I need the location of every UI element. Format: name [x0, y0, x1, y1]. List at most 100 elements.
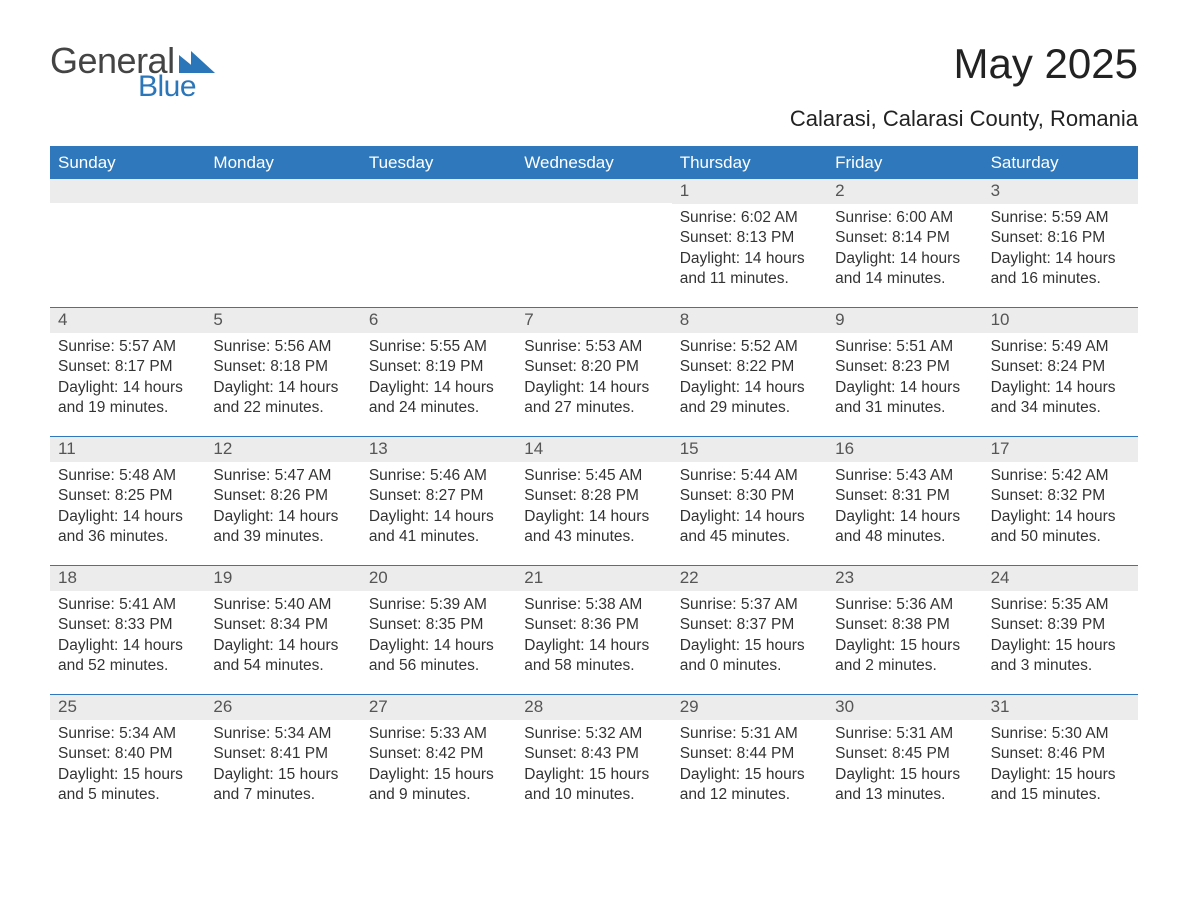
brand-word-blue: Blue	[138, 70, 196, 104]
sunset-line: Sunset: 8:18 PM	[213, 357, 352, 377]
week-row: 11Sunrise: 5:48 AMSunset: 8:25 PMDayligh…	[50, 436, 1138, 565]
sunrise-line: Sunrise: 5:35 AM	[991, 595, 1130, 615]
sunrise-line: Sunrise: 5:44 AM	[680, 466, 819, 486]
daylight-line: Daylight: 14 hours and 52 minutes.	[58, 636, 197, 677]
calendar: SundayMondayTuesdayWednesdayThursdayFrid…	[50, 146, 1138, 823]
sunrise-line: Sunrise: 5:55 AM	[369, 337, 508, 357]
day-number: 29	[672, 695, 827, 720]
day-number: 12	[205, 437, 360, 462]
daylight-line: Daylight: 14 hours and 43 minutes.	[524, 507, 663, 548]
day-cell: 28Sunrise: 5:32 AMSunset: 8:43 PMDayligh…	[516, 695, 671, 823]
empty-day-cell	[516, 179, 671, 307]
day-number: 19	[205, 566, 360, 591]
day-cell: 27Sunrise: 5:33 AMSunset: 8:42 PMDayligh…	[361, 695, 516, 823]
daylight-line: Daylight: 15 hours and 0 minutes.	[680, 636, 819, 677]
day-cell: 15Sunrise: 5:44 AMSunset: 8:30 PMDayligh…	[672, 437, 827, 565]
empty-day-bar	[516, 179, 671, 203]
week-row: 18Sunrise: 5:41 AMSunset: 8:33 PMDayligh…	[50, 565, 1138, 694]
daylight-line: Daylight: 14 hours and 31 minutes.	[835, 378, 974, 419]
sunrise-line: Sunrise: 5:43 AM	[835, 466, 974, 486]
day-number: 27	[361, 695, 516, 720]
day-cell: 30Sunrise: 5:31 AMSunset: 8:45 PMDayligh…	[827, 695, 982, 823]
sunset-line: Sunset: 8:44 PM	[680, 744, 819, 764]
day-number: 18	[50, 566, 205, 591]
daylight-line: Daylight: 14 hours and 50 minutes.	[991, 507, 1130, 548]
day-details: Sunrise: 5:41 AMSunset: 8:33 PMDaylight:…	[50, 591, 205, 683]
brand-logo: General Blue	[50, 40, 215, 104]
sunset-line: Sunset: 8:30 PM	[680, 486, 819, 506]
day-details: Sunrise: 5:45 AMSunset: 8:28 PMDaylight:…	[516, 462, 671, 554]
empty-day-cell	[50, 179, 205, 307]
sunset-line: Sunset: 8:27 PM	[369, 486, 508, 506]
location-subtitle: Calarasi, Calarasi County, Romania	[790, 106, 1138, 132]
weekday-header-cell: Tuesday	[361, 148, 516, 179]
sunset-line: Sunset: 8:25 PM	[58, 486, 197, 506]
daylight-line: Daylight: 14 hours and 22 minutes.	[213, 378, 352, 419]
daylight-line: Daylight: 14 hours and 14 minutes.	[835, 249, 974, 290]
daylight-line: Daylight: 15 hours and 2 minutes.	[835, 636, 974, 677]
day-number: 13	[361, 437, 516, 462]
day-number: 30	[827, 695, 982, 720]
empty-day-bar	[50, 179, 205, 203]
sunset-line: Sunset: 8:40 PM	[58, 744, 197, 764]
sunrise-line: Sunrise: 5:34 AM	[58, 724, 197, 744]
day-number: 9	[827, 308, 982, 333]
day-details: Sunrise: 5:52 AMSunset: 8:22 PMDaylight:…	[672, 333, 827, 425]
sunrise-line: Sunrise: 5:53 AM	[524, 337, 663, 357]
sunrise-line: Sunrise: 5:59 AM	[991, 208, 1130, 228]
day-cell: 21Sunrise: 5:38 AMSunset: 8:36 PMDayligh…	[516, 566, 671, 694]
day-details: Sunrise: 6:02 AMSunset: 8:13 PMDaylight:…	[672, 204, 827, 296]
sunrise-line: Sunrise: 5:30 AM	[991, 724, 1130, 744]
month-title: May 2025	[790, 40, 1138, 88]
sunset-line: Sunset: 8:20 PM	[524, 357, 663, 377]
daylight-line: Daylight: 14 hours and 29 minutes.	[680, 378, 819, 419]
sunset-line: Sunset: 8:22 PM	[680, 357, 819, 377]
day-cell: 24Sunrise: 5:35 AMSunset: 8:39 PMDayligh…	[983, 566, 1138, 694]
day-cell: 9Sunrise: 5:51 AMSunset: 8:23 PMDaylight…	[827, 308, 982, 436]
day-cell: 1Sunrise: 6:02 AMSunset: 8:13 PMDaylight…	[672, 179, 827, 307]
day-number: 25	[50, 695, 205, 720]
daylight-line: Daylight: 14 hours and 54 minutes.	[213, 636, 352, 677]
sunrise-line: Sunrise: 5:40 AM	[213, 595, 352, 615]
day-number: 2	[827, 179, 982, 204]
sunrise-line: Sunrise: 5:46 AM	[369, 466, 508, 486]
sunrise-line: Sunrise: 5:38 AM	[524, 595, 663, 615]
week-row: 1Sunrise: 6:02 AMSunset: 8:13 PMDaylight…	[50, 179, 1138, 307]
title-block: May 2025 Calarasi, Calarasi County, Roma…	[790, 40, 1138, 132]
day-cell: 31Sunrise: 5:30 AMSunset: 8:46 PMDayligh…	[983, 695, 1138, 823]
sunrise-line: Sunrise: 5:52 AM	[680, 337, 819, 357]
day-cell: 13Sunrise: 5:46 AMSunset: 8:27 PMDayligh…	[361, 437, 516, 565]
weekday-header-cell: Saturday	[983, 148, 1138, 179]
day-cell: 26Sunrise: 5:34 AMSunset: 8:41 PMDayligh…	[205, 695, 360, 823]
day-cell: 12Sunrise: 5:47 AMSunset: 8:26 PMDayligh…	[205, 437, 360, 565]
sunrise-line: Sunrise: 5:37 AM	[680, 595, 819, 615]
day-cell: 22Sunrise: 5:37 AMSunset: 8:37 PMDayligh…	[672, 566, 827, 694]
calendar-body: 1Sunrise: 6:02 AMSunset: 8:13 PMDaylight…	[50, 179, 1138, 823]
daylight-line: Daylight: 14 hours and 19 minutes.	[58, 378, 197, 419]
daylight-line: Daylight: 14 hours and 45 minutes.	[680, 507, 819, 548]
daylight-line: Daylight: 14 hours and 27 minutes.	[524, 378, 663, 419]
day-number: 11	[50, 437, 205, 462]
day-cell: 17Sunrise: 5:42 AMSunset: 8:32 PMDayligh…	[983, 437, 1138, 565]
weekday-header-cell: Monday	[205, 148, 360, 179]
sunrise-line: Sunrise: 5:41 AM	[58, 595, 197, 615]
day-number: 17	[983, 437, 1138, 462]
day-details: Sunrise: 5:56 AMSunset: 8:18 PMDaylight:…	[205, 333, 360, 425]
empty-day-bar	[205, 179, 360, 203]
day-number: 5	[205, 308, 360, 333]
sunrise-line: Sunrise: 5:31 AM	[680, 724, 819, 744]
sunset-line: Sunset: 8:37 PM	[680, 615, 819, 635]
sunset-line: Sunset: 8:28 PM	[524, 486, 663, 506]
day-number: 22	[672, 566, 827, 591]
day-number: 3	[983, 179, 1138, 204]
day-number: 21	[516, 566, 671, 591]
daylight-line: Daylight: 14 hours and 48 minutes.	[835, 507, 974, 548]
day-details: Sunrise: 5:43 AMSunset: 8:31 PMDaylight:…	[827, 462, 982, 554]
sunset-line: Sunset: 8:41 PM	[213, 744, 352, 764]
empty-day-bar	[361, 179, 516, 203]
day-details: Sunrise: 5:37 AMSunset: 8:37 PMDaylight:…	[672, 591, 827, 683]
day-number: 20	[361, 566, 516, 591]
daylight-line: Daylight: 14 hours and 56 minutes.	[369, 636, 508, 677]
daylight-line: Daylight: 14 hours and 16 minutes.	[991, 249, 1130, 290]
day-cell: 5Sunrise: 5:56 AMSunset: 8:18 PMDaylight…	[205, 308, 360, 436]
